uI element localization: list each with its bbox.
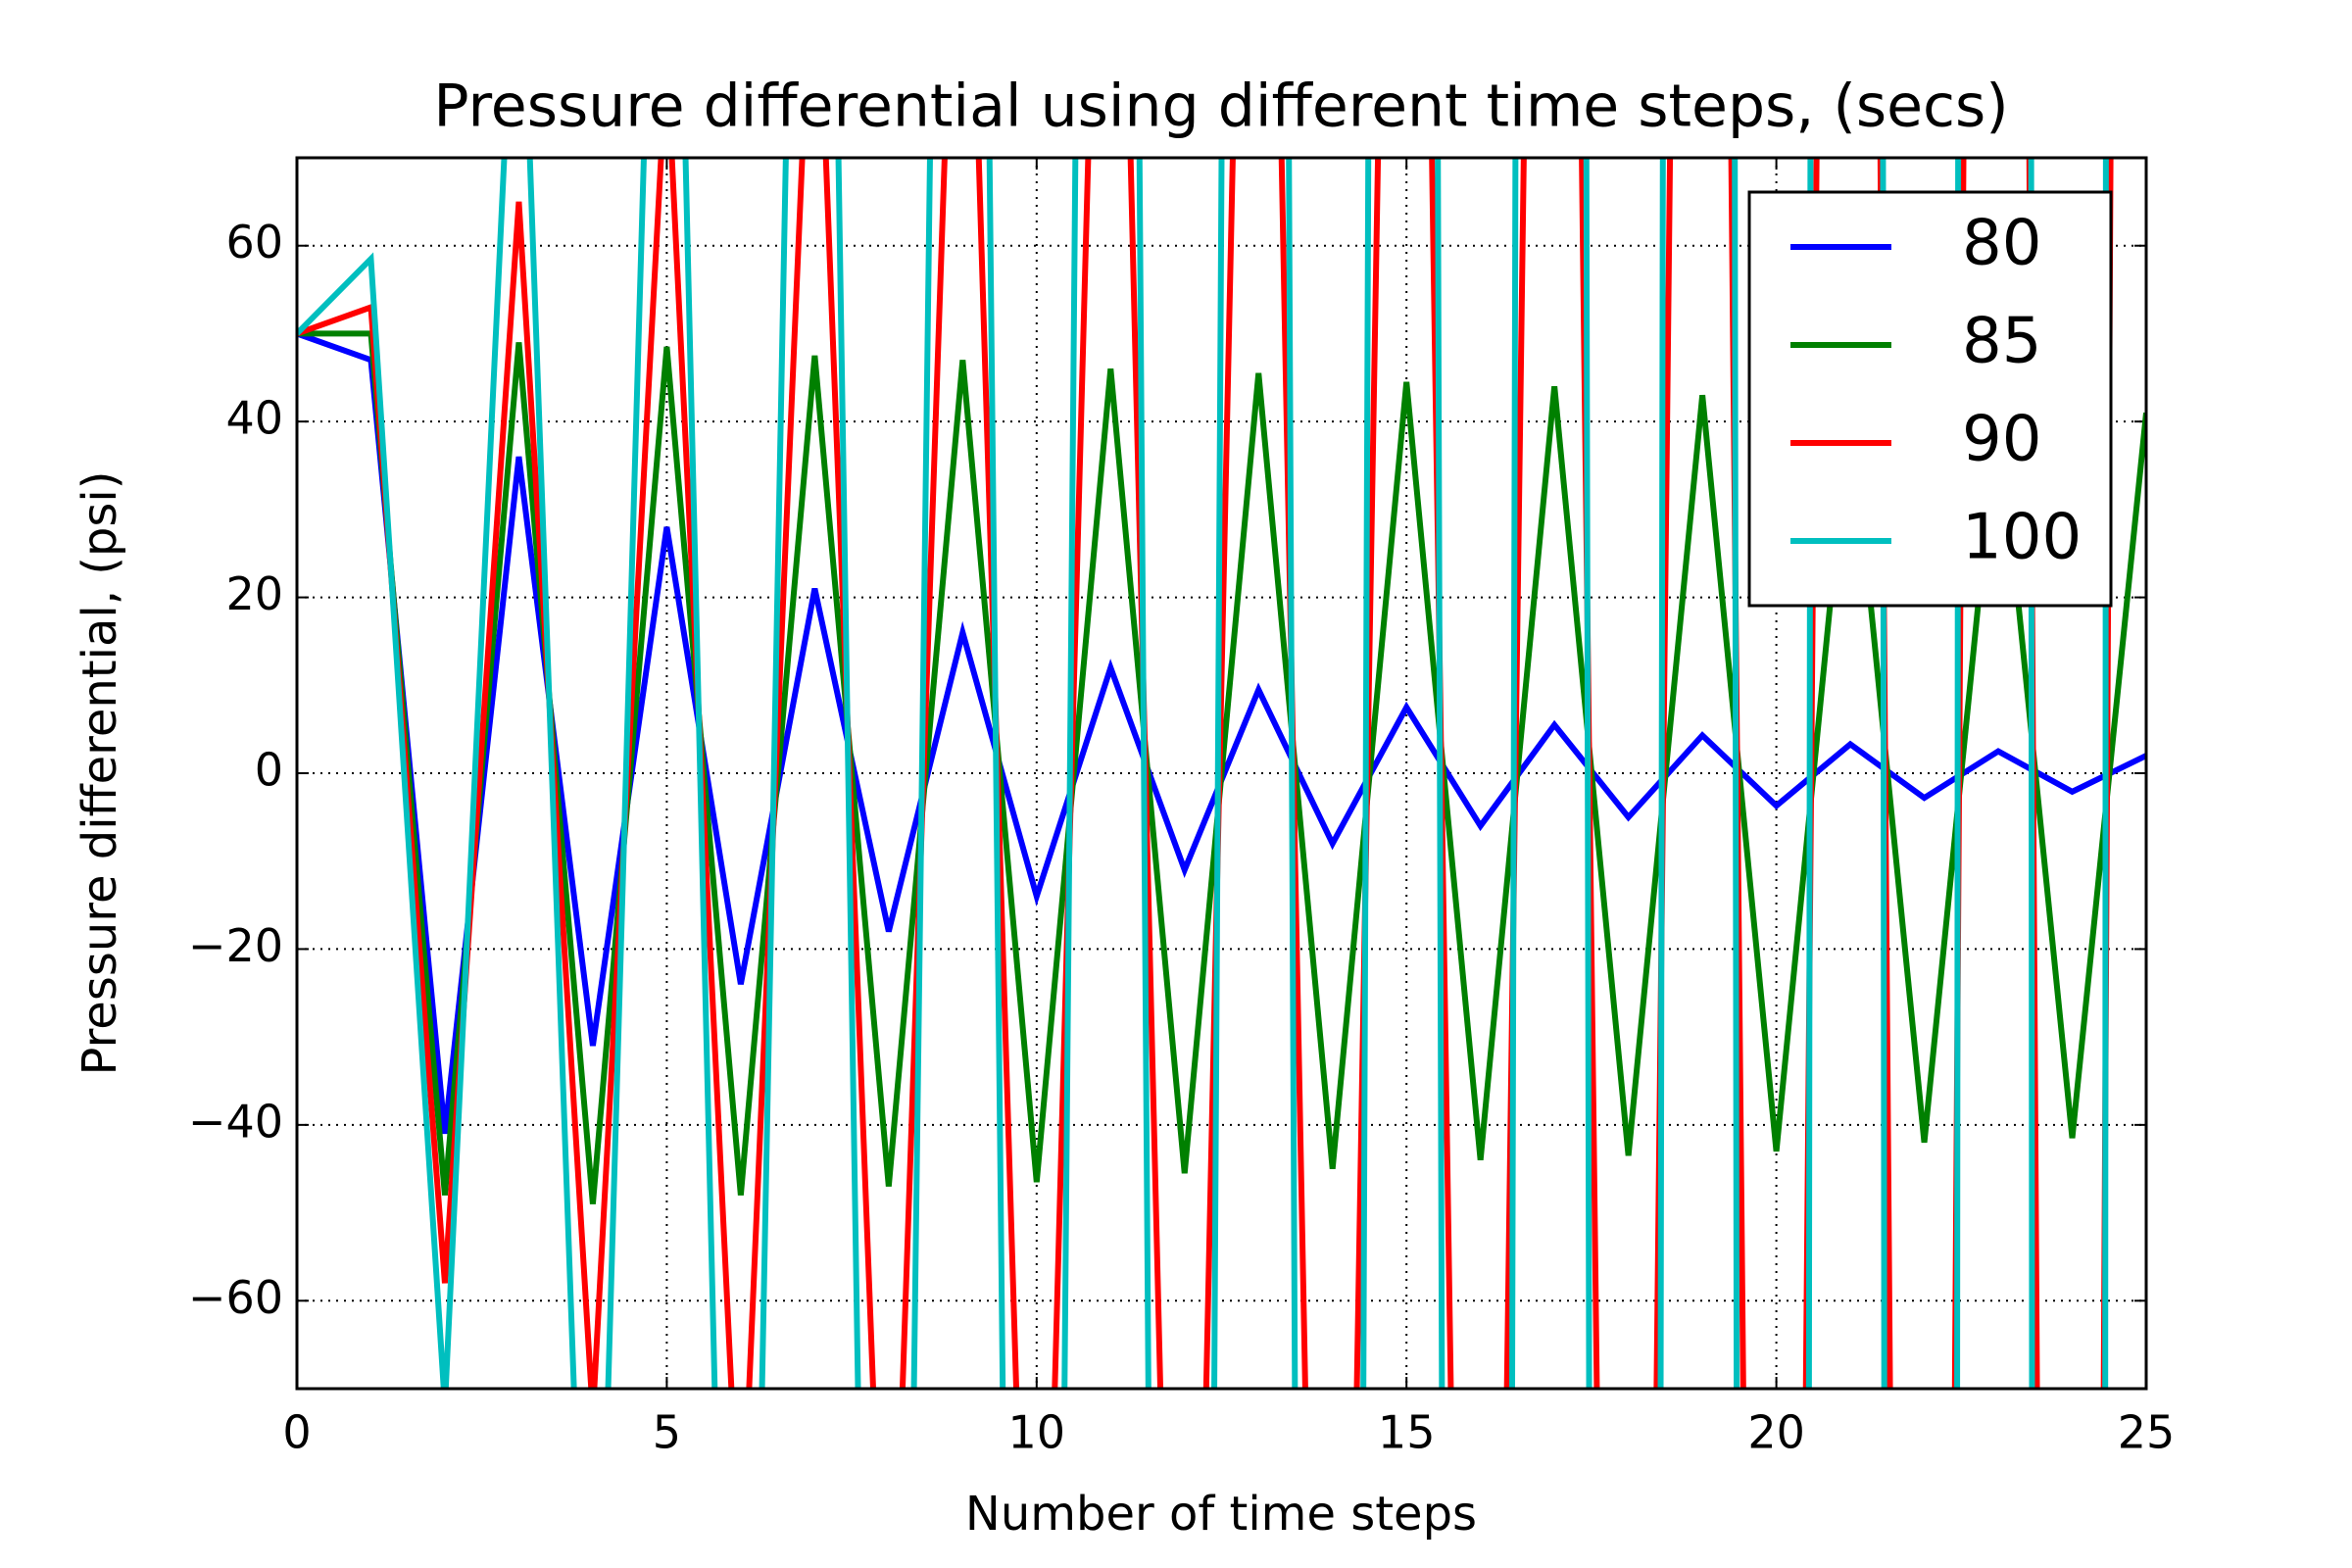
y-tick-label: 20 <box>225 567 283 620</box>
x-tick-label: 20 <box>1747 1406 1805 1459</box>
x-tick-label: 15 <box>1378 1406 1436 1459</box>
legend: 80 85 90 100 <box>1747 190 2113 608</box>
y-axis-label: Pressure differential, (psi) <box>73 471 127 1076</box>
y-tick-label: −20 <box>188 919 283 972</box>
legend-label: 100 <box>1962 502 2082 574</box>
y-tick-label: 0 <box>255 744 283 797</box>
x-tick-label: 25 <box>2118 1406 2176 1459</box>
plot-frame <box>295 156 2148 1391</box>
y-tick-label: −60 <box>188 1271 283 1324</box>
x-tick-label: 0 <box>282 1406 311 1459</box>
y-tick-label: 40 <box>225 392 283 445</box>
legend-label: 80 <box>1962 208 2041 280</box>
x-tick-label: 5 <box>653 1406 681 1459</box>
x-tick-label: 10 <box>1008 1406 1066 1459</box>
legend-label: 85 <box>1962 306 2041 378</box>
legend-label: 90 <box>1962 404 2041 476</box>
y-tick-label: 60 <box>225 216 283 269</box>
chart-title: Pressure differential using different ti… <box>433 73 2008 141</box>
y-tick-label: −40 <box>188 1095 283 1148</box>
x-axis-label: Number of time steps <box>965 1487 1477 1542</box>
legend-box <box>1747 190 2113 608</box>
series-line <box>297 158 2114 1389</box>
